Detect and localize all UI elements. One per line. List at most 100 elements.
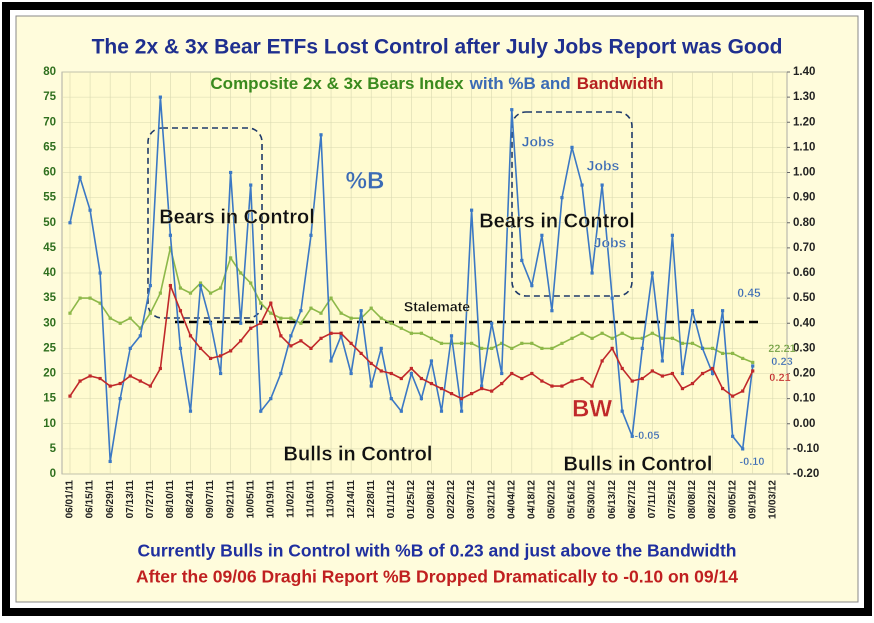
y2-tick-label: 1.10 bbox=[793, 141, 815, 153]
annotation: Jobs bbox=[522, 134, 555, 150]
x-tick-label: 10/05/11 bbox=[245, 480, 256, 519]
y-tick-label: 65 bbox=[43, 141, 56, 153]
data-point bbox=[480, 384, 484, 388]
y-tick-label: 25 bbox=[43, 342, 56, 354]
data-point bbox=[610, 346, 614, 350]
x-tick-label: 05/30/12 bbox=[587, 480, 598, 519]
x-tick-label: 08/24/11 bbox=[185, 480, 196, 519]
x-tick-label: 10/03/12 bbox=[767, 480, 778, 519]
data-point bbox=[399, 376, 403, 381]
x-tick-label: 11/02/11 bbox=[286, 480, 297, 518]
data-point bbox=[751, 369, 755, 373]
data-point bbox=[419, 331, 423, 335]
y-tick-label: 75 bbox=[43, 91, 56, 103]
x-tick-label: 04/18/12 bbox=[526, 480, 537, 519]
x-tick-label: 12/28/11 bbox=[366, 480, 377, 519]
y2-tick-label: 0.10 bbox=[793, 393, 815, 405]
data-point bbox=[299, 309, 303, 313]
data-point bbox=[138, 326, 142, 330]
data-point bbox=[339, 334, 343, 338]
data-point bbox=[68, 221, 72, 225]
data-point bbox=[148, 384, 152, 388]
annotation: Stalemate bbox=[404, 299, 470, 315]
y2-tick-label: 0.00 bbox=[793, 418, 815, 430]
data-point bbox=[249, 183, 253, 187]
data-point bbox=[319, 311, 323, 315]
data-point bbox=[710, 366, 715, 371]
data-point bbox=[690, 341, 695, 345]
y2-tick-label: 0.80 bbox=[793, 217, 815, 229]
data-point bbox=[279, 316, 283, 320]
data-point bbox=[178, 286, 183, 290]
data-point bbox=[700, 371, 705, 376]
data-point bbox=[198, 283, 203, 288]
data-point bbox=[279, 334, 283, 338]
data-point bbox=[600, 359, 604, 363]
y2-tick-label: 0.20 bbox=[793, 368, 815, 380]
data-point bbox=[78, 296, 82, 300]
x-tick-label: 08/10/11 bbox=[165, 480, 176, 519]
data-point bbox=[510, 371, 514, 376]
data-point bbox=[439, 341, 444, 345]
data-point bbox=[249, 281, 253, 285]
data-point bbox=[68, 394, 72, 398]
data-point bbox=[620, 366, 624, 371]
data-point bbox=[168, 246, 172, 250]
annotation: 22.21 bbox=[768, 343, 796, 355]
data-point bbox=[449, 341, 454, 345]
data-point bbox=[449, 392, 454, 396]
data-point bbox=[329, 296, 333, 300]
data-point bbox=[721, 309, 725, 313]
data-point bbox=[520, 341, 524, 345]
data-point bbox=[560, 384, 564, 388]
data-point bbox=[108, 316, 112, 320]
data-point bbox=[289, 344, 293, 348]
data-point bbox=[239, 271, 243, 275]
data-point bbox=[399, 409, 403, 413]
data-point bbox=[660, 374, 664, 378]
data-point bbox=[700, 346, 705, 350]
data-point bbox=[138, 334, 142, 338]
highlight-box bbox=[147, 127, 263, 319]
x-tick-label: 03/07/12 bbox=[466, 480, 477, 519]
data-point bbox=[490, 389, 494, 393]
data-point bbox=[309, 346, 313, 350]
data-point bbox=[741, 389, 745, 393]
annotation: Bulls in Control bbox=[564, 453, 713, 475]
data-point bbox=[269, 301, 273, 305]
x-tick-label: 02/22/12 bbox=[446, 480, 457, 519]
data-point bbox=[580, 331, 584, 335]
data-point bbox=[319, 133, 323, 137]
data-point bbox=[269, 397, 273, 401]
data-point bbox=[369, 384, 373, 388]
data-point bbox=[98, 301, 102, 305]
data-point bbox=[269, 311, 273, 315]
data-point bbox=[409, 366, 413, 371]
annotation: Bears in Control bbox=[479, 210, 635, 232]
data-point bbox=[389, 321, 393, 325]
x-tick-label: 02/08/12 bbox=[426, 480, 437, 519]
data-point bbox=[429, 336, 434, 340]
data-point bbox=[459, 397, 464, 401]
annotation: -0.10 bbox=[739, 456, 764, 468]
data-point bbox=[349, 371, 353, 376]
data-point bbox=[188, 409, 193, 413]
data-point bbox=[751, 364, 755, 368]
x-tick-label: 12/14/11 bbox=[346, 480, 357, 519]
data-point bbox=[188, 291, 193, 295]
y2-tick-label: 0.60 bbox=[793, 267, 815, 279]
data-point bbox=[500, 341, 504, 345]
data-point bbox=[560, 341, 564, 345]
data-point bbox=[570, 379, 574, 383]
data-point bbox=[309, 233, 313, 237]
chart-title: The 2x & 3x Bear ETFs Lost Control after… bbox=[92, 36, 783, 59]
data-point bbox=[429, 359, 434, 363]
x-tick-label: 11/16/11 bbox=[306, 480, 317, 518]
y-tick-label: 30 bbox=[43, 317, 56, 329]
data-point bbox=[630, 336, 634, 340]
data-point bbox=[319, 336, 323, 340]
data-point bbox=[419, 376, 423, 381]
data-point bbox=[158, 95, 162, 99]
data-point bbox=[279, 371, 283, 376]
